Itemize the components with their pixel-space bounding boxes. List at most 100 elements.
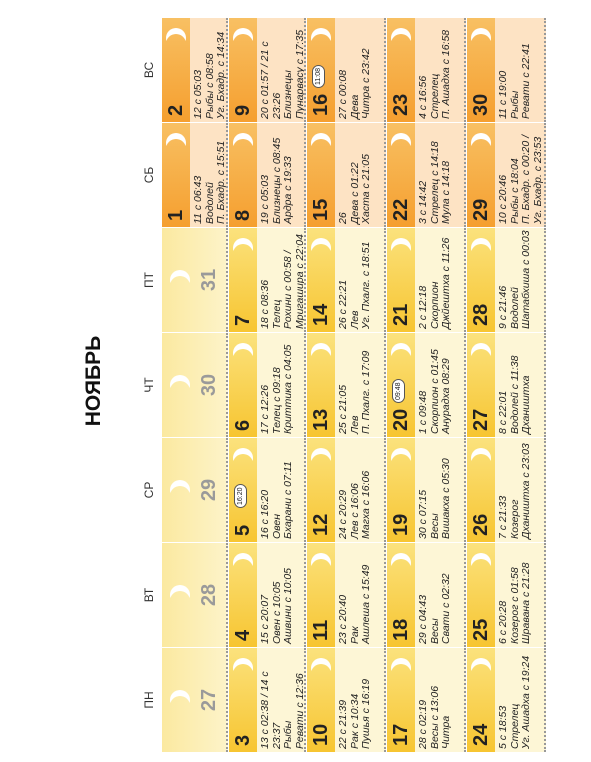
day-cell: 15 26 Дева с 01:22 Хаста с 21:05	[307, 123, 386, 227]
day-info: 27 с 00:08 Дева Читра с 23:42	[337, 48, 373, 119]
day-cell: 28 9 с 21:46 Водолей Шатабхиша с 00:03	[467, 228, 546, 332]
moon-icon	[391, 133, 411, 153]
day-number: 14	[310, 303, 332, 326]
weekday-label: СР	[142, 481, 156, 499]
day-info: 26 Дева с 01:22 Хаста с 21:05	[337, 154, 373, 224]
moon-icon	[391, 553, 411, 573]
day-number: 29	[198, 478, 220, 502]
info-line: 5 с 18:53	[497, 705, 509, 749]
info-line: Ревати с 12:36	[293, 673, 306, 749]
day-cell: 24 5 с 18:53 Стрелец Уг. Ашадха с 19:24	[467, 648, 546, 752]
info-line: 23 с 20:40	[337, 594, 349, 644]
info-line: 26	[337, 212, 349, 224]
info-line: Уг. Бхадр. с 14:34	[215, 31, 227, 119]
moon-icon	[471, 28, 491, 48]
day-number: 25	[470, 618, 492, 641]
moon-icon	[471, 133, 491, 153]
info-line: 7 с 21:33	[497, 495, 509, 539]
moon-icon	[471, 448, 491, 468]
day-number: 5	[232, 524, 254, 536]
info-line: Ардра с 19:33	[282, 156, 294, 224]
moon-icon	[170, 585, 190, 605]
moon-icon	[471, 658, 491, 678]
info-line: 10 с 20:46	[497, 174, 509, 224]
day-number: 20	[390, 408, 412, 431]
moon-icon	[233, 28, 253, 48]
moon-icon	[391, 343, 411, 363]
day-info: 19 с 05:03 Близнецы с 08:45 Ардра с 19:33	[259, 138, 295, 224]
weekday-label: ВТ	[142, 587, 156, 603]
day-number: 13	[310, 408, 332, 431]
day-number: 4	[232, 629, 254, 641]
info-line: 16 с 16:20	[259, 489, 271, 539]
weekday-label: ПН	[142, 691, 156, 709]
day-number: 24	[470, 723, 492, 746]
info-line: 9 с 21:46	[497, 285, 509, 329]
info-line: Дхаништха	[520, 375, 532, 434]
day-cell: 9 20 с 01:57 / 21 с 23:26 Близнецы Пунарвасу…	[229, 18, 306, 122]
info-line: Бхарани с 07:11	[282, 461, 294, 539]
day-info: 10 с 20:46 Рыбы с 18:04 П. Бхадр. с 00:20 …	[497, 135, 544, 224]
info-line: П. Бхадр. с 15:51	[215, 140, 227, 224]
weekday-label: СБ	[142, 166, 156, 184]
info-line: Ревати с 22:41	[520, 43, 532, 119]
day-cell: 19 30 с 07:15 Весы Вишакха с 05:30	[387, 438, 466, 542]
info-line: 2 с 12:18	[417, 285, 429, 329]
day-info: 25 с 21:05 Лев П. Пхалг. с 17:09	[337, 351, 373, 434]
day-number: 12	[310, 513, 332, 536]
info-line: 12 с 05:03	[192, 69, 204, 119]
day-cell: 28	[162, 543, 228, 647]
info-line: Уг. Бхадр. с 23:53	[531, 136, 544, 224]
info-line: Ашлеша с 15:49	[360, 564, 372, 644]
time-badge: 16:20	[234, 484, 247, 508]
day-info: 6 с 20:28 Козерог с 01:58 Шравана с 21:28	[497, 563, 533, 644]
day-number: 30	[470, 93, 492, 116]
info-line: Шатабхиша с 00:03	[520, 230, 532, 329]
info-line: 3 с 14:42	[417, 180, 429, 224]
day-info: 30 с 07:15 Весы Вишакха с 05:30	[417, 458, 453, 539]
day-cell: 16 11:08 27 с 00:08 Дева Читра с 23:42	[307, 18, 386, 122]
day-number: 28	[470, 303, 492, 326]
info-line: 30 с 07:15	[417, 489, 429, 539]
info-line: Читра	[440, 715, 452, 749]
day-cell: 21 2 с 12:18 Скорпион Джйештха с 11:26	[387, 228, 466, 332]
info-line: 18 с 08:36	[259, 279, 271, 329]
info-line: Дхаништха с 23:03	[520, 443, 532, 539]
moon-icon	[471, 343, 491, 363]
info-line: 22 с 21:39	[337, 699, 349, 749]
weekday-label: ПТ	[142, 272, 156, 288]
info-line: 29 с 04:43	[417, 594, 429, 644]
info-line: 26 с 22:21	[337, 279, 349, 329]
moon-icon	[391, 448, 411, 468]
info-line: 8 с 22:01	[497, 390, 509, 434]
day-number: 15	[310, 198, 332, 221]
info-line: 19 с 05:03	[259, 174, 271, 224]
info-line: Близнецы	[282, 70, 294, 119]
day-number: 8	[232, 209, 254, 221]
info-line: Криттика с 04:05	[282, 344, 294, 434]
day-number: 2	[165, 104, 187, 116]
day-number: 3	[232, 734, 254, 746]
day-cell: 8 19 с 05:03 Близнецы с 08:45 Ардра с 19:33	[229, 123, 306, 227]
day-info: 8 с 22:01 Водолей с 11:38 Дхаништха	[497, 356, 533, 434]
info-line: Рохини с 00:58 /	[282, 250, 294, 329]
info-line: Мригашира с 22:04	[293, 234, 306, 329]
day-info: 29 с 04:43 Весы Свати с 02:32	[417, 573, 453, 644]
day-number: 9	[232, 104, 254, 116]
day-number: 6	[232, 419, 254, 431]
day-info: 11 с 06:43 Водолей П. Бхадр. с 15:51	[192, 140, 228, 224]
day-number: 28	[198, 583, 220, 607]
moon-icon	[233, 553, 253, 573]
day-info: 11 с 19:00 Рыбы Ревати с 22:41	[497, 43, 533, 119]
moon-icon	[170, 480, 190, 500]
moon-icon	[391, 238, 411, 258]
info-line: 25 с 21:05	[337, 384, 349, 434]
moon-icon	[170, 375, 190, 395]
moon-icon	[233, 133, 253, 153]
day-cell: 11 23 с 20:40 Рак Ашлеша с 15:49	[307, 543, 386, 647]
day-cell: 25 6 с 20:28 Козерог с 01:58 Шравана с 21:2…	[467, 543, 546, 647]
weekday-label: ЧТ	[142, 377, 156, 393]
info-line: 11 с 19:00	[497, 70, 509, 119]
day-number: 16	[310, 93, 332, 116]
